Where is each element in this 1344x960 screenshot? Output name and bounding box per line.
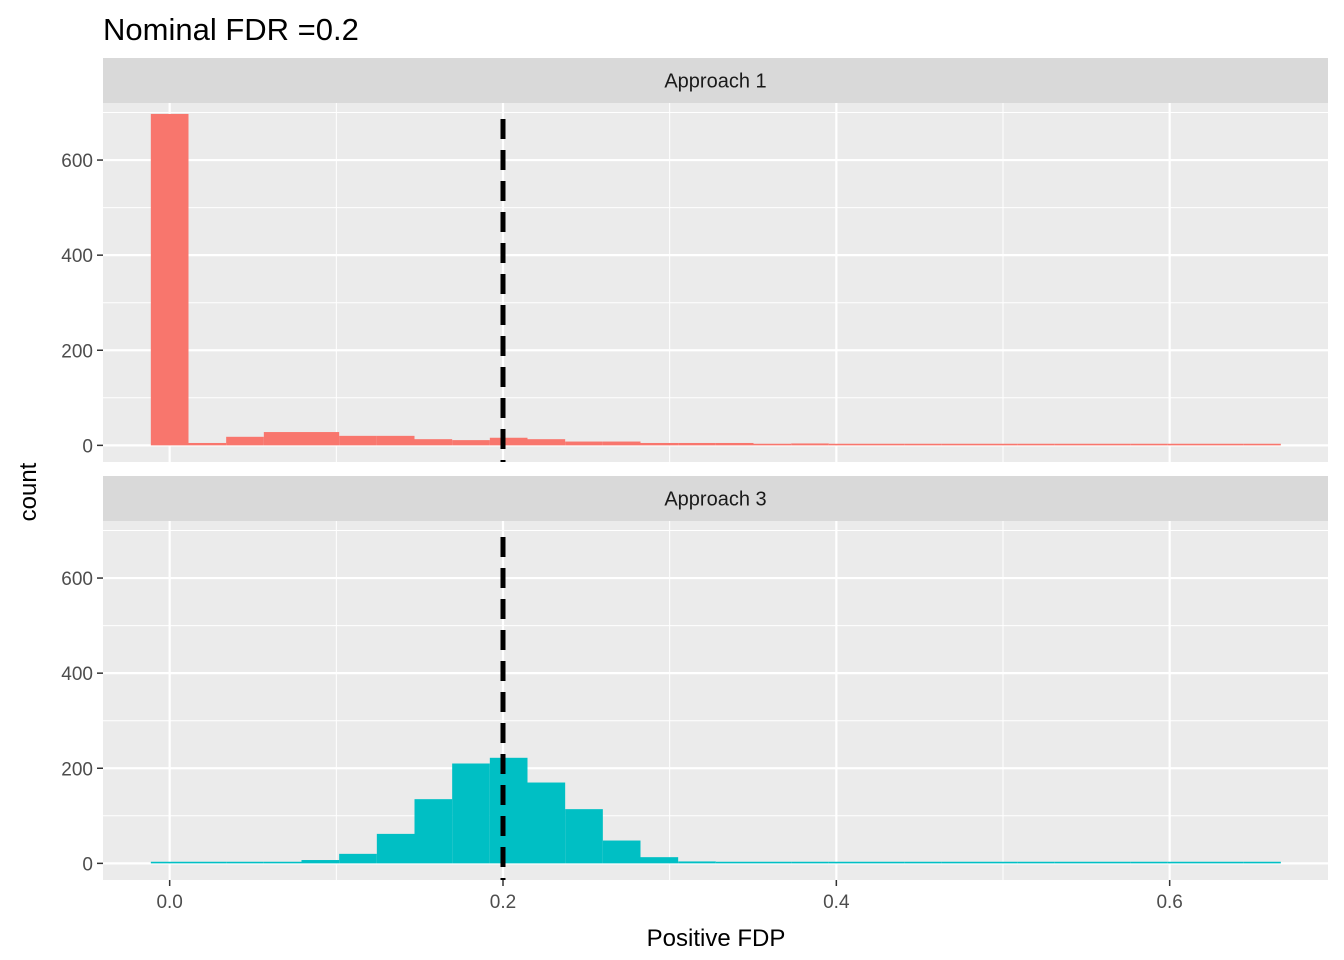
plot-background [103, 103, 1328, 462]
x-axis-title: Positive FDP [647, 925, 786, 952]
histogram-bar [339, 853, 377, 864]
histogram-bar [1243, 861, 1281, 864]
histogram-bar [565, 441, 603, 446]
histogram-bar [1167, 443, 1206, 446]
histogram-bar [301, 860, 340, 864]
histogram-bar [1130, 861, 1168, 864]
y-tick-label: 600 [61, 569, 93, 590]
histogram-bar [376, 833, 415, 864]
histogram-bar [376, 435, 415, 446]
histogram-bar [1243, 443, 1281, 446]
histogram-bar [1017, 443, 1055, 446]
histogram-bar [602, 840, 641, 864]
histogram-bar [263, 861, 302, 864]
histogram-bar [188, 861, 227, 864]
histogram-bar [1054, 861, 1093, 864]
histogram-bar [866, 443, 905, 446]
histogram-bar [828, 443, 867, 446]
y-tick-label: 400 [61, 664, 93, 685]
histogram-bar [452, 763, 490, 864]
histogram-bar [791, 443, 829, 446]
histogram-bar [1205, 861, 1244, 864]
histogram-bar [414, 439, 453, 446]
plot-background [103, 521, 1328, 880]
histogram-bar [904, 443, 942, 446]
histogram-bar [1130, 443, 1168, 446]
histogram-bar [791, 861, 829, 864]
facet-strip [103, 58, 1328, 103]
histogram-bar [640, 857, 679, 864]
histogram-bar [452, 440, 490, 446]
histogram-bar [678, 442, 716, 446]
histogram-bar [226, 436, 264, 446]
histogram-bar [489, 757, 528, 864]
facet-panel-2: Approach 3 0 200 400 600 [61, 476, 1328, 880]
facet-strip-label: Approach 3 [664, 489, 766, 511]
histogram-bar [1092, 861, 1131, 864]
histogram-bar [414, 799, 453, 864]
histogram-bar [1205, 443, 1244, 446]
histogram-bar [1167, 861, 1206, 864]
histogram-bar [263, 432, 302, 446]
histogram-bar [339, 435, 377, 446]
x-tick-label: 0.0 [156, 892, 182, 913]
histogram-bar [301, 432, 340, 446]
y-axis-title: count [15, 462, 42, 521]
y-tick-label: 600 [61, 151, 93, 172]
histogram-bar [1054, 443, 1093, 446]
x-tick-label: 0.4 [823, 892, 850, 913]
facet-strip [103, 476, 1328, 521]
chart-title: Nominal FDR =0.2 [103, 12, 359, 47]
y-tick-label: 0 [82, 854, 93, 875]
histogram-bar [866, 861, 905, 864]
histogram-bar [753, 861, 792, 864]
histogram-bar [979, 861, 1018, 864]
facet-panels: Approach 1 0 200 400 600 Approach 3 0 200 400 600 [61, 58, 1328, 880]
histogram-bar [715, 861, 754, 864]
histogram-bar [904, 861, 942, 864]
histogram-bar [640, 442, 679, 446]
histogram-bar [527, 439, 566, 446]
histogram-bar [527, 782, 566, 864]
histogram-bar [188, 442, 227, 446]
facet-panel-1: Approach 1 0 200 400 600 [61, 58, 1328, 462]
histogram-bars [150, 757, 1281, 864]
histogram-bar [979, 443, 1018, 446]
histogram-bar [565, 809, 603, 864]
x-axis: 0.0 0.2 0.4 0.6 [156, 880, 1183, 913]
histogram-bar [941, 443, 980, 446]
histogram-bar [1017, 861, 1055, 864]
y-tick-label: 200 [61, 759, 93, 780]
histogram-bar [715, 442, 754, 446]
histogram-bar [1092, 443, 1131, 446]
histogram-bar [602, 441, 641, 446]
histogram-bar [753, 443, 792, 446]
histogram-bar [150, 861, 189, 864]
histogram-bar [489, 437, 528, 446]
histogram-bar [941, 861, 980, 864]
y-tick-label: 200 [61, 341, 93, 362]
x-tick-label: 0.2 [490, 892, 516, 913]
y-tick-label: 0 [82, 436, 93, 457]
facet-strip-label: Approach 1 [664, 71, 766, 93]
histogram-bars [150, 113, 1281, 446]
histogram-bar [828, 861, 867, 864]
y-tick-label: 400 [61, 246, 93, 267]
histogram-bar [150, 113, 189, 446]
histogram-bar [678, 861, 716, 864]
histogram-bar [226, 861, 264, 864]
x-tick-label: 0.6 [1156, 892, 1182, 913]
